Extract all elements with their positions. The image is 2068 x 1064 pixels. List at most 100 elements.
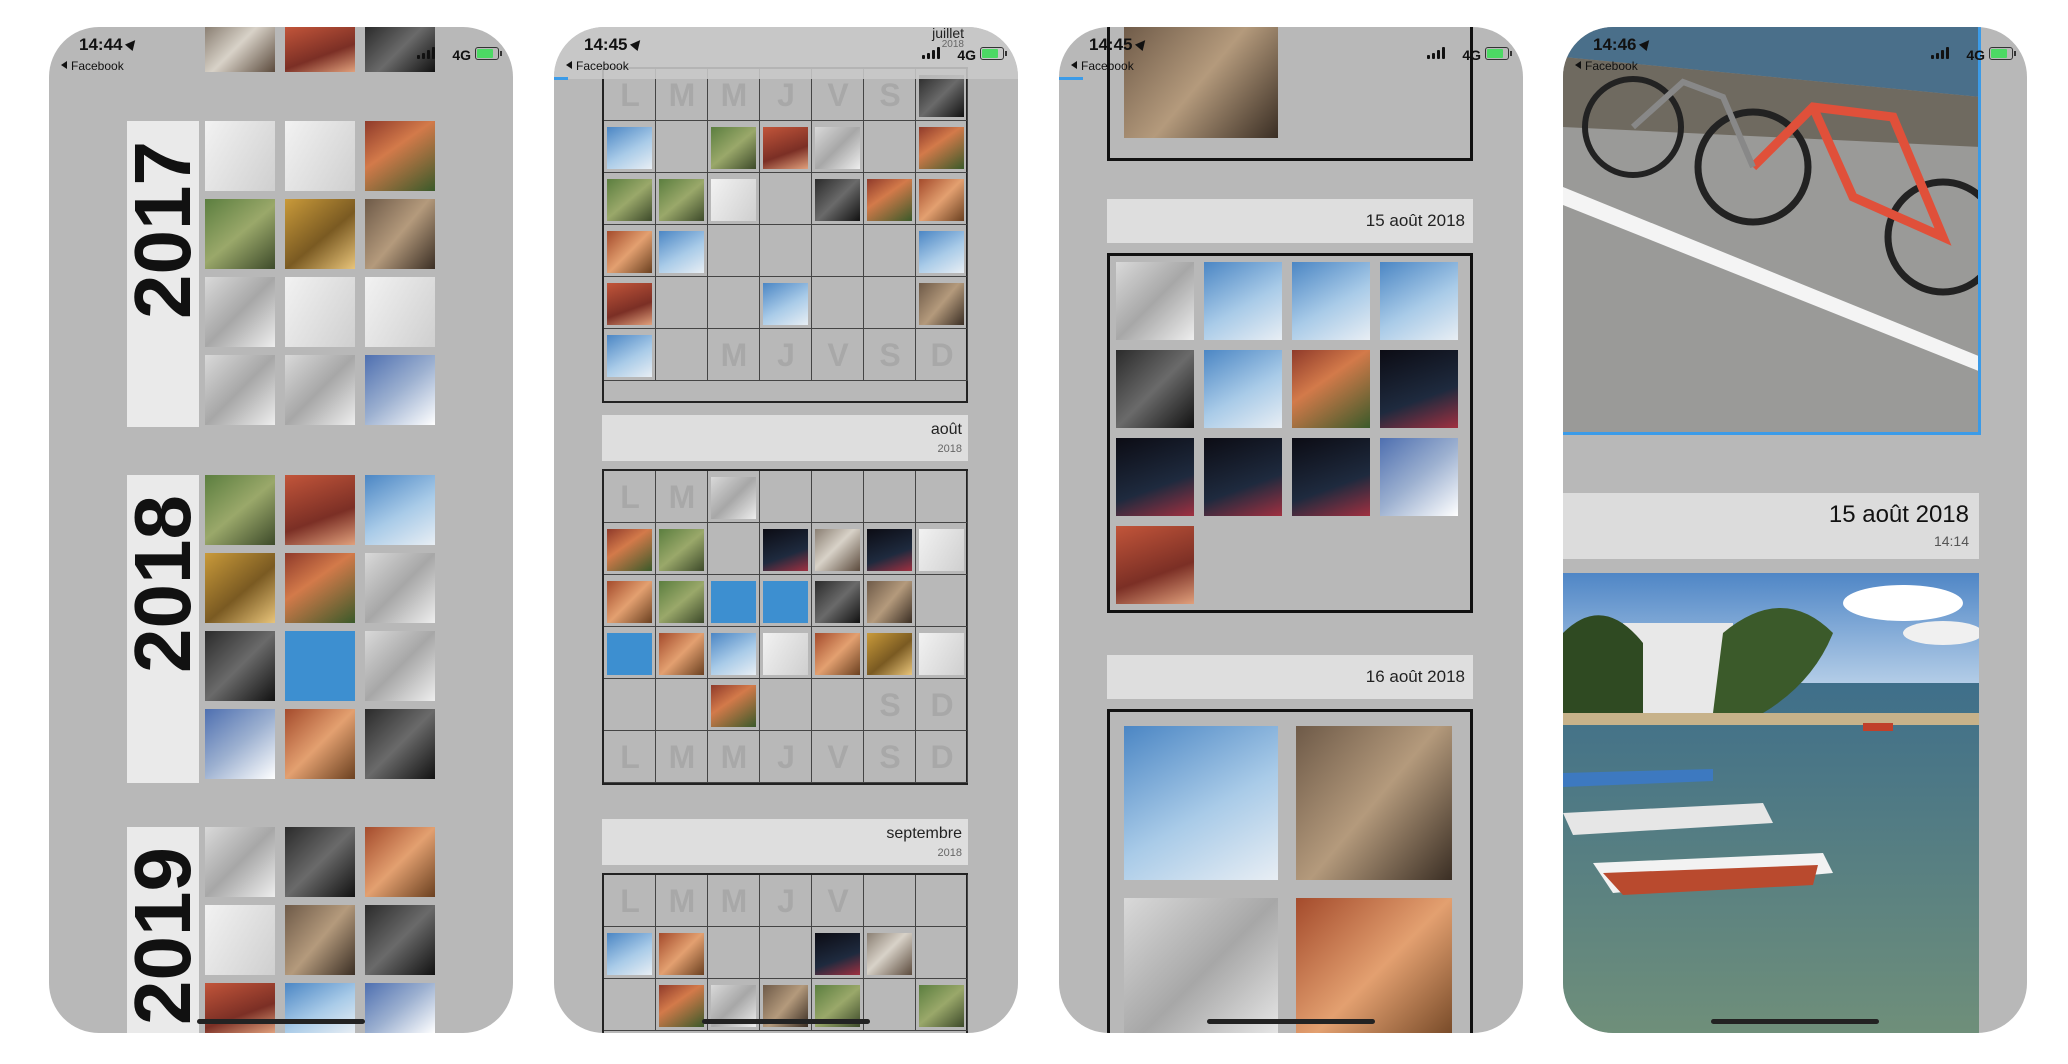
photo-thumbnail[interactable] bbox=[867, 633, 912, 675]
calendar-day-cell[interactable]: M bbox=[708, 731, 760, 783]
photo-thumbnail[interactable] bbox=[919, 529, 964, 571]
calendar-day-cell[interactable] bbox=[708, 121, 760, 173]
calendar-day-cell[interactable]: M bbox=[708, 875, 760, 927]
calendar-day-cell[interactable]: D bbox=[916, 329, 968, 381]
back-to-facebook-link[interactable]: Facebook bbox=[1575, 59, 1638, 73]
calendar-day-cell[interactable] bbox=[656, 523, 708, 575]
photo-thumbnail[interactable] bbox=[205, 709, 275, 779]
photo-thumbnail[interactable] bbox=[1292, 438, 1370, 516]
calendar-day-cell[interactable] bbox=[656, 173, 708, 225]
photo-thumbnail[interactable] bbox=[659, 231, 704, 273]
calendar-day-cell[interactable] bbox=[916, 69, 968, 121]
calendar-day-cell[interactable] bbox=[916, 471, 968, 523]
calendar-day-cell[interactable] bbox=[604, 225, 656, 277]
photo-thumbnail[interactable] bbox=[607, 581, 652, 623]
calendar-day-cell[interactable]: M bbox=[656, 69, 708, 121]
photo-thumbnail[interactable] bbox=[285, 983, 355, 1033]
calendar-day-cell[interactable]: D bbox=[916, 679, 968, 731]
calendar-day-cell[interactable] bbox=[708, 927, 760, 979]
photo-thumbnail[interactable] bbox=[1296, 898, 1452, 1033]
photo-thumbnail[interactable] bbox=[607, 633, 652, 675]
calendar-day-cell[interactable] bbox=[812, 523, 864, 575]
photo-thumbnail[interactable] bbox=[815, 581, 860, 623]
photo-thumbnail[interactable] bbox=[607, 127, 652, 169]
calendar-day-cell[interactable] bbox=[864, 627, 916, 679]
back-to-facebook-link[interactable]: Facebook bbox=[1071, 59, 1134, 73]
calendar-day-cell[interactable] bbox=[916, 277, 968, 329]
calendar-day-cell[interactable] bbox=[864, 523, 916, 575]
calendar-day-cell[interactable] bbox=[708, 277, 760, 329]
calendar-day-cell[interactable]: V bbox=[812, 329, 864, 381]
photo-thumbnail[interactable] bbox=[919, 127, 964, 169]
calendar-day-cell[interactable] bbox=[864, 471, 916, 523]
home-indicator[interactable] bbox=[1711, 1019, 1879, 1024]
photo-thumbnail[interactable] bbox=[867, 179, 912, 221]
photo-thumbnail[interactable] bbox=[205, 475, 275, 545]
calendar-day-cell[interactable] bbox=[656, 979, 708, 1031]
calendar-day-cell[interactable]: J bbox=[760, 69, 812, 121]
calendar-day-cell[interactable] bbox=[760, 121, 812, 173]
photo-thumbnail[interactable] bbox=[815, 933, 860, 975]
home-indicator[interactable] bbox=[702, 1019, 870, 1024]
back-to-facebook-link[interactable]: Facebook bbox=[61, 59, 124, 73]
calendar-day-cell[interactable] bbox=[916, 875, 968, 927]
photo-thumbnail[interactable] bbox=[1124, 27, 1278, 138]
photo-thumbnail[interactable] bbox=[285, 121, 355, 191]
year-label-2019[interactable]: 2019 bbox=[118, 827, 207, 1033]
calendar-day-cell[interactable] bbox=[812, 121, 864, 173]
calendar-day-cell[interactable] bbox=[812, 173, 864, 225]
calendar-day-cell[interactable] bbox=[864, 277, 916, 329]
photo-thumbnail[interactable] bbox=[711, 633, 756, 675]
calendar-day-cell[interactable] bbox=[604, 627, 656, 679]
calendar-day-cell[interactable] bbox=[604, 523, 656, 575]
calendar-day-cell[interactable] bbox=[864, 927, 916, 979]
photo-thumbnail[interactable] bbox=[607, 231, 652, 273]
calendar-day-cell[interactable] bbox=[760, 471, 812, 523]
calendar-day-cell[interactable]: J bbox=[760, 329, 812, 381]
calendar-day-cell[interactable] bbox=[916, 173, 968, 225]
photo-thumbnail[interactable] bbox=[763, 529, 808, 571]
calendar-day-cell[interactable]: S bbox=[864, 679, 916, 731]
photo-thumbnail[interactable] bbox=[365, 827, 435, 897]
photo-thumbnail[interactable] bbox=[285, 553, 355, 623]
calendar-day-cell[interactable]: L bbox=[604, 731, 656, 783]
calendar-day-cell[interactable] bbox=[708, 225, 760, 277]
photo-thumbnail[interactable] bbox=[711, 477, 756, 519]
calendar-day-cell[interactable] bbox=[864, 173, 916, 225]
photo-thumbnail[interactable] bbox=[205, 121, 275, 191]
calendar-day-cell[interactable] bbox=[656, 225, 708, 277]
photo-thumbnail[interactable] bbox=[1204, 350, 1282, 428]
photo-thumbnail[interactable] bbox=[763, 633, 808, 675]
photo-thumbnail[interactable] bbox=[607, 179, 652, 221]
calendar-day-cell[interactable] bbox=[864, 225, 916, 277]
photo-thumbnail[interactable] bbox=[365, 277, 435, 347]
photo-thumbnail[interactable] bbox=[1124, 898, 1278, 1033]
photo-thumbnail[interactable] bbox=[365, 121, 435, 191]
photo-thumbnail[interactable] bbox=[763, 127, 808, 169]
calendar-day-cell[interactable] bbox=[656, 329, 708, 381]
calendar-day-cell[interactable] bbox=[656, 277, 708, 329]
calendar-day-cell[interactable] bbox=[708, 173, 760, 225]
calendar-day-cell[interactable] bbox=[656, 627, 708, 679]
photo-thumbnail[interactable] bbox=[1116, 262, 1194, 340]
photo-thumbnail[interactable] bbox=[711, 179, 756, 221]
calendar-day-cell[interactable] bbox=[916, 979, 968, 1031]
photo-thumbnail[interactable] bbox=[607, 933, 652, 975]
calendar-day-cell[interactable] bbox=[656, 927, 708, 979]
calendar-day-cell[interactable]: S bbox=[864, 731, 916, 783]
photo-thumbnail[interactable] bbox=[815, 633, 860, 675]
year-label-2017[interactable]: 2017 bbox=[118, 121, 207, 427]
photo-thumbnail[interactable] bbox=[659, 933, 704, 975]
photo-thumbnail[interactable] bbox=[285, 27, 355, 72]
calendar-day-cell[interactable]: V bbox=[812, 875, 864, 927]
photo-thumbnail[interactable] bbox=[365, 355, 435, 425]
photo-thumbnail[interactable] bbox=[365, 475, 435, 545]
calendar-day-cell[interactable] bbox=[708, 627, 760, 679]
photo-thumbnail[interactable] bbox=[607, 529, 652, 571]
photo-thumbnail[interactable] bbox=[205, 27, 275, 72]
photo-thumbnail[interactable] bbox=[205, 827, 275, 897]
calendar-day-cell[interactable] bbox=[760, 575, 812, 627]
calendar-day-cell[interactable] bbox=[916, 627, 968, 679]
calendar-day-cell[interactable] bbox=[760, 927, 812, 979]
photo-thumbnail[interactable] bbox=[205, 355, 275, 425]
